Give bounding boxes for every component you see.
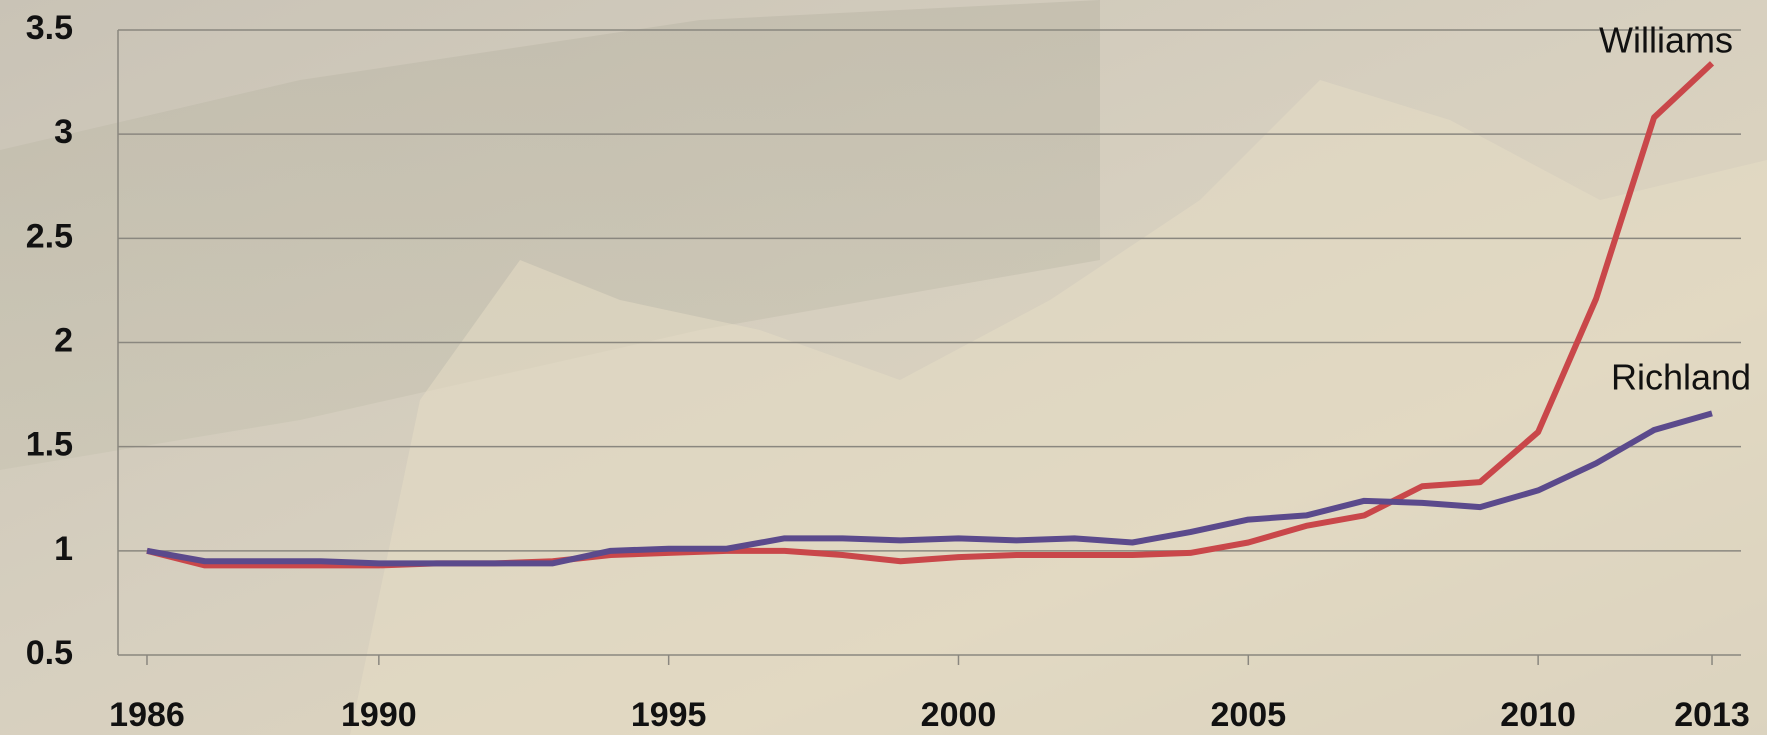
- y-tick-label: 0.5: [26, 634, 73, 672]
- y-tick-label: 2: [54, 321, 73, 359]
- x-tick-label: 1990: [341, 696, 417, 734]
- background-hill: [0, 0, 1100, 470]
- y-tick-label: 3.5: [26, 9, 73, 47]
- y-tick-label: 3: [54, 113, 73, 151]
- background-rocks: [350, 80, 1767, 735]
- x-tick-label: 2005: [1210, 696, 1286, 734]
- x-tick-label: 1995: [631, 696, 707, 734]
- series-label: Williams: [1599, 20, 1733, 61]
- y-tick-label: 1: [54, 530, 73, 568]
- y-tick-label: 2.5: [26, 217, 73, 255]
- series-line: [146, 410, 1713, 567]
- series-label: Richland: [1611, 357, 1751, 398]
- y-tick-label: 1.5: [26, 426, 73, 464]
- plot-area: 0.5 1 1.5 2 2.5 3 3.5 1986 1990 1995 2000 2005 2010 2…: [26, 9, 1751, 734]
- x-tick-label: 2013: [1674, 696, 1750, 734]
- x-tick-label: 2010: [1500, 696, 1576, 734]
- x-tick-label: 1986: [109, 696, 185, 734]
- x-tick-label: 2000: [921, 696, 997, 734]
